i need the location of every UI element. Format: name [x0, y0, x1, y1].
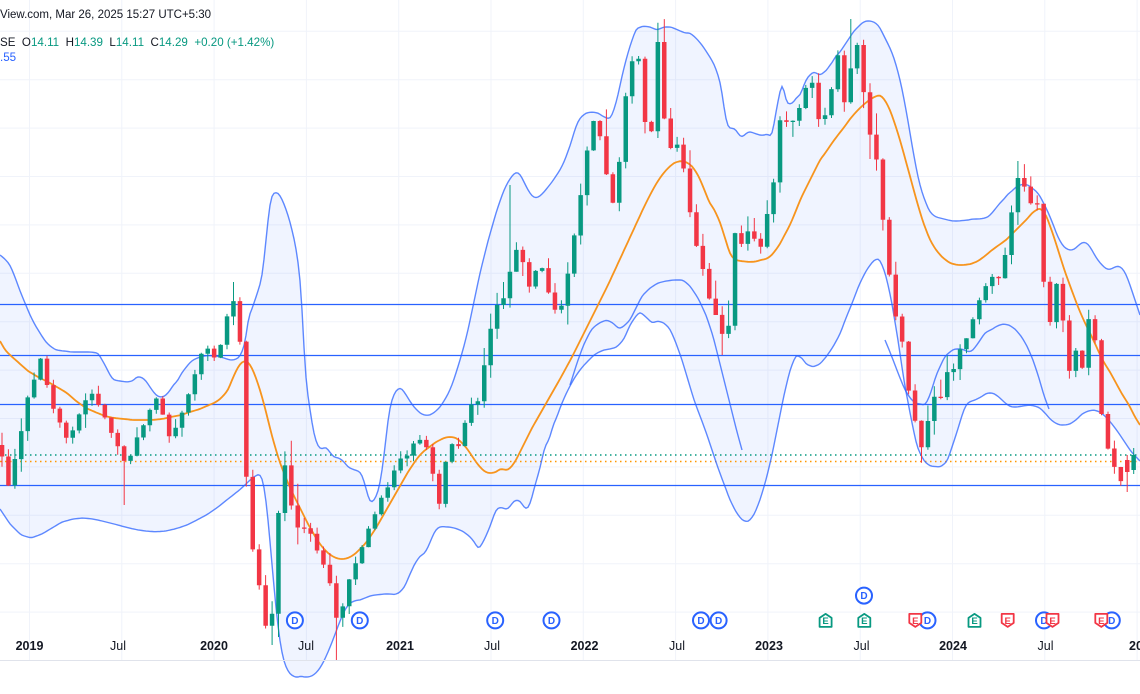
svg-text:D: D: [356, 616, 363, 627]
svg-text:D: D: [492, 616, 499, 627]
svg-text:Jul: Jul: [298, 639, 314, 653]
svg-text:Jul: Jul: [110, 639, 126, 653]
svg-text:D: D: [924, 616, 931, 627]
svg-text:D: D: [548, 616, 555, 627]
svg-text:D: D: [1040, 616, 1047, 627]
svg-text:2023: 2023: [755, 639, 783, 653]
svg-text:Jul: Jul: [854, 639, 870, 653]
svg-text:E: E: [1005, 616, 1011, 627]
svg-text:2024: 2024: [939, 639, 967, 653]
svg-text:2021: 2021: [386, 639, 414, 653]
svg-text:D: D: [860, 591, 867, 602]
svg-text:E: E: [1049, 616, 1055, 627]
svg-text:2019: 2019: [16, 639, 44, 653]
svg-text:SE O14.11 H14.39 L14.11 C1: SE O14.11 H14.39 L14.11 C14.29 +0.20 (+1…: [0, 36, 274, 49]
svg-text:2020: 2020: [200, 639, 228, 653]
svg-text:Jul: Jul: [1038, 639, 1054, 653]
svg-text:E: E: [912, 616, 918, 627]
svg-text:E: E: [822, 616, 828, 627]
svg-text:D: D: [1108, 616, 1115, 627]
svg-text:D: D: [715, 616, 722, 627]
svg-text:.55: .55: [0, 51, 16, 64]
svg-text:Jul: Jul: [484, 639, 500, 653]
svg-text:D: D: [697, 616, 704, 627]
svg-text:20: 20: [1129, 639, 1140, 653]
svg-text:Jul: Jul: [669, 639, 685, 653]
svg-text:E: E: [971, 616, 977, 627]
svg-text:View.com, Mar 26, 2025 15:27 U: View.com, Mar 26, 2025 15:27 UTC+5:30: [0, 9, 211, 21]
svg-text:E: E: [861, 616, 867, 627]
svg-text:D: D: [291, 616, 298, 627]
svg-text:2022: 2022: [571, 639, 599, 653]
svg-text:E: E: [1098, 616, 1104, 627]
